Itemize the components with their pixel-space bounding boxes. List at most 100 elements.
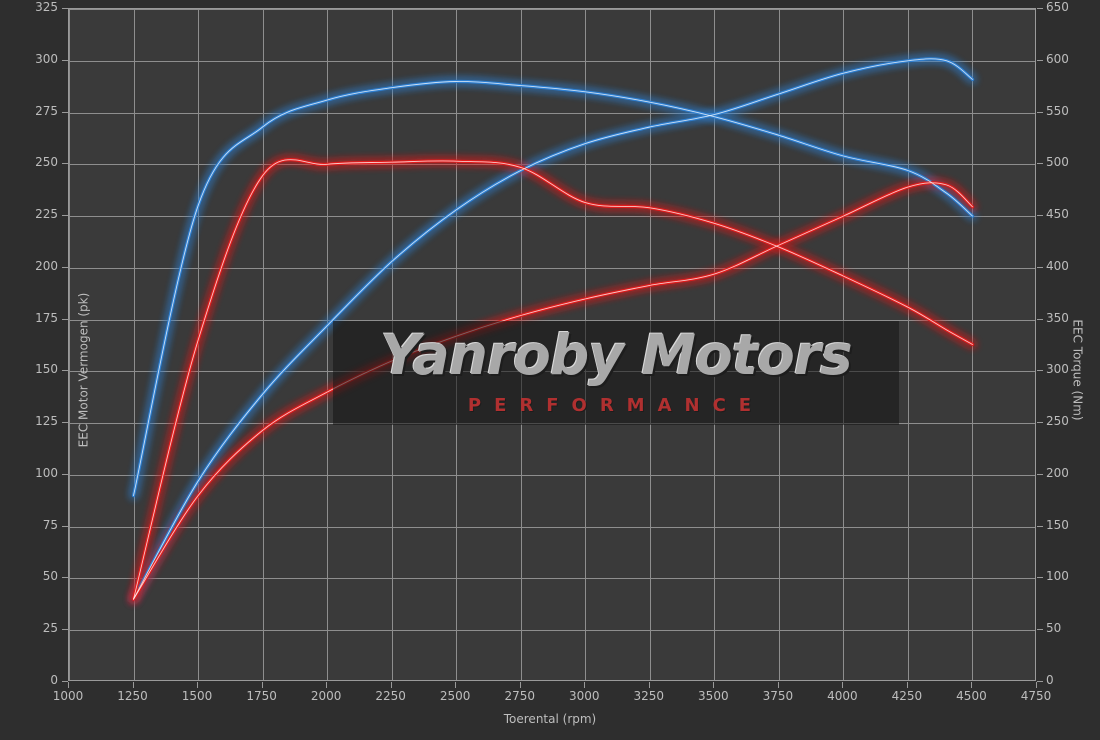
- y-axis-right-tick-mark: [1037, 629, 1043, 630]
- series-line: [133, 81, 973, 497]
- x-axis-tick-mark: [262, 682, 263, 688]
- x-axis-tick: 4000: [827, 689, 858, 703]
- series-line: [130, 55, 976, 603]
- y-axis-left-tick: 300: [35, 51, 58, 66]
- y-axis-left-tick: 175: [35, 310, 58, 325]
- x-axis-tick-mark: [842, 682, 843, 688]
- y-axis-left-tick-mark: [62, 681, 68, 682]
- y-axis-left-tick: 200: [35, 258, 58, 273]
- x-axis-tick-mark: [971, 682, 972, 688]
- x-axis-tick-mark: [326, 682, 327, 688]
- y-axis-right-tick-mark: [1037, 112, 1043, 113]
- y-axis-right-tick: 100: [1046, 569, 1069, 584]
- y-axis-left-tick: 50: [42, 569, 58, 584]
- y-axis-right-tick: 450: [1046, 207, 1069, 222]
- series-line: [131, 181, 975, 601]
- y-axis-right-tick-mark: [1037, 163, 1043, 164]
- y-axis-left-tick-mark: [62, 370, 68, 371]
- gridline-horizontal: [69, 113, 1035, 114]
- y-axis-left-tick-mark: [62, 112, 68, 113]
- x-axis-tick: 2250: [375, 689, 406, 703]
- y-axis-left-tick: 75: [42, 517, 58, 532]
- y-axis-left-tick: 275: [35, 103, 58, 118]
- series-line: [131, 57, 975, 601]
- y-axis-left-tick-mark: [62, 267, 68, 268]
- x-axis-tick-mark: [520, 682, 521, 688]
- x-axis-tick: 3500: [698, 689, 729, 703]
- x-axis-tick: 2750: [504, 689, 535, 703]
- x-axis-tick-mark: [133, 682, 134, 688]
- y-axis-right-tick: 650: [1046, 0, 1069, 14]
- y-axis-left-title: EEC Motor Vermogen (pk): [76, 292, 91, 448]
- series-line: [131, 158, 975, 601]
- gridline-vertical: [134, 9, 135, 680]
- y-axis-right-tick: 550: [1046, 103, 1069, 118]
- y-axis-right-tick-mark: [1037, 8, 1043, 9]
- gridline-horizontal: [69, 164, 1035, 165]
- x-axis-tick-mark: [391, 682, 392, 688]
- gridline-horizontal: [69, 268, 1035, 269]
- gridline-horizontal: [69, 216, 1035, 217]
- y-axis-left-tick: 125: [35, 414, 58, 429]
- y-axis-left-tick-mark: [62, 422, 68, 423]
- y-axis-left-tick-mark: [62, 215, 68, 216]
- y-axis-right-tick: 200: [1046, 465, 1069, 480]
- x-axis-tick-mark: [455, 682, 456, 688]
- series-line: [130, 179, 976, 603]
- gridline-horizontal: [69, 527, 1035, 528]
- x-axis-tick-mark: [1036, 682, 1037, 688]
- y-axis-left-tick: 0: [50, 673, 58, 687]
- y-axis-right-tick-mark: [1037, 526, 1043, 527]
- y-axis-right-tick: 600: [1046, 51, 1069, 66]
- y-axis-left-tick-mark: [62, 319, 68, 320]
- gridline-vertical: [69, 9, 70, 680]
- curve-layer: [130, 55, 976, 603]
- x-axis-title: Toerental (rpm): [503, 712, 597, 726]
- y-axis-right-tick-mark: [1037, 60, 1043, 61]
- y-axis-left-tick-mark: [62, 577, 68, 578]
- x-axis-tick: 4250: [891, 689, 923, 703]
- y-axis-right-tick: 0: [1046, 673, 1054, 687]
- series-line: [133, 159, 973, 600]
- x-axis-tick-mark: [713, 682, 714, 688]
- y-axis-right-tick-mark: [1037, 422, 1043, 423]
- x-axis-tick-mark: [68, 682, 69, 688]
- x-axis-tick-mark: [778, 682, 779, 688]
- y-axis-left-tick-mark: [62, 60, 68, 61]
- y-axis-right-tick: 500: [1046, 155, 1069, 170]
- series-line: [133, 58, 973, 600]
- plot-area: Yanroby Motors PERFORMANCE: [68, 8, 1036, 681]
- x-axis-tick-mark: [649, 682, 650, 688]
- x-axis-tick: 3750: [762, 689, 794, 703]
- x-axis-tick: 4500: [956, 689, 987, 703]
- series-glow-group: [130, 55, 976, 603]
- y-axis-left-tick: 250: [35, 155, 58, 170]
- y-axis-right-tick-mark: [1037, 577, 1043, 578]
- y-axis-left-tick: 25: [42, 621, 58, 636]
- y-axis-right-tick: 150: [1046, 517, 1069, 532]
- y-axis-left-tick: 325: [35, 0, 58, 14]
- y-axis-right-tick-mark: [1037, 370, 1043, 371]
- y-axis-left-tick-mark: [62, 474, 68, 475]
- x-axis-tick: 2000: [310, 689, 342, 703]
- y-axis-left-tick: 100: [35, 465, 58, 480]
- y-axis-left-tick: 150: [35, 362, 58, 377]
- y-axis-left-tick-mark: [62, 526, 68, 527]
- gridline-horizontal: [69, 578, 1035, 579]
- y-axis-right-tick: 300: [1046, 362, 1069, 377]
- x-axis-tick: 1500: [181, 689, 213, 703]
- gridline-horizontal: [69, 320, 1035, 321]
- y-axis-right-tick: 250: [1046, 414, 1069, 429]
- x-axis-tick-mark: [584, 682, 585, 688]
- y-axis-right-tick: 50: [1046, 621, 1062, 636]
- gridline-vertical: [327, 9, 328, 680]
- gridline-horizontal: [69, 475, 1035, 476]
- gridline-horizontal: [69, 9, 1035, 10]
- y-axis-left-tick: 225: [35, 207, 58, 222]
- y-axis-left-tick-mark: [62, 629, 68, 630]
- y-axis-right-tick-mark: [1037, 319, 1043, 320]
- y-axis-right-title: EEC Torque (Nm): [1070, 319, 1085, 421]
- y-axis-right-tick-mark: [1037, 215, 1043, 216]
- x-axis-tick: 3250: [633, 689, 665, 703]
